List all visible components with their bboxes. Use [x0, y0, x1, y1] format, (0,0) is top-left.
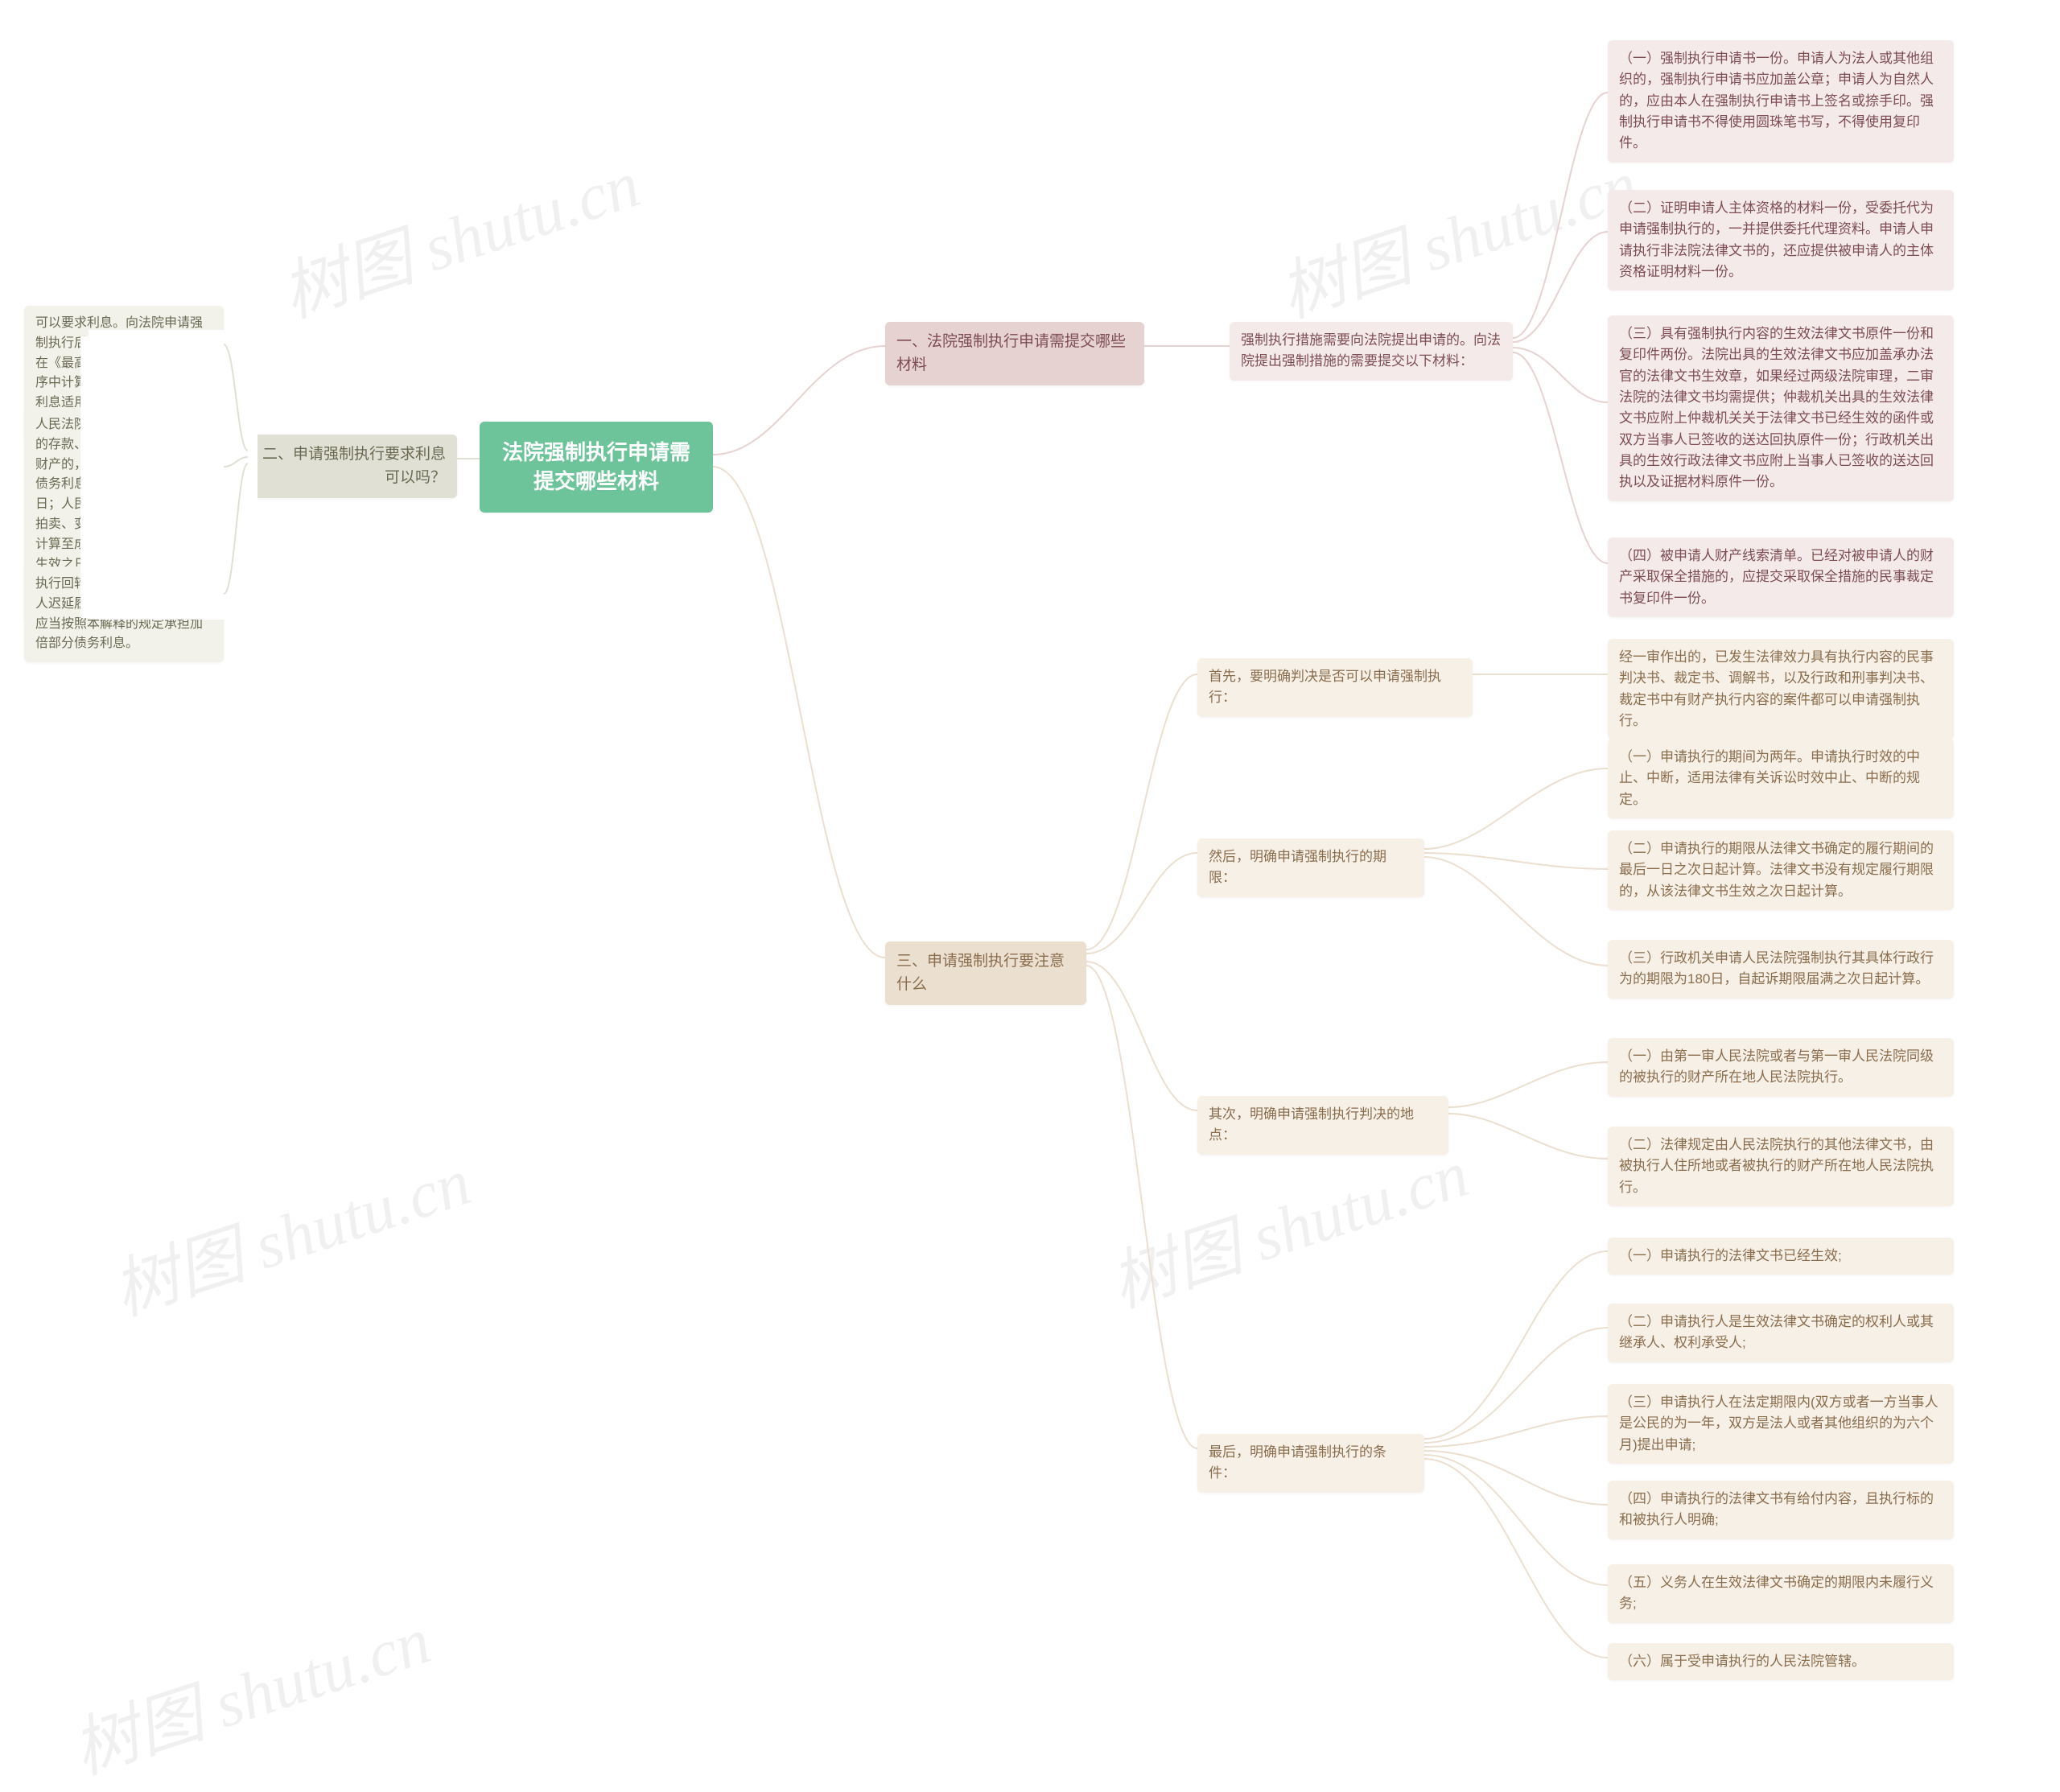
branch-a-leaf: （一）强制执行申请书一份。申请人为法人或其他组织的，强制执行申请书应加盖公章；申…: [1608, 40, 1954, 163]
branch-c-leaf: （三）行政机关申请人民法院强制执行其具体行政行为的期限为180日，自起诉期限届满…: [1608, 940, 1954, 999]
branch-c-leaf: （六）属于受申请执行的人民法院管辖。: [1608, 1643, 1954, 1680]
branch-a-leaf: （三）具有强制执行内容的生效法律文书原件一份和复印件两份。法院出具的生效法律文书…: [1608, 315, 1954, 501]
branch-c-leaf: （二）法律规定由人民法院执行的其他法律文书，由被执行人住所地或者被执行的财产所在…: [1608, 1127, 1954, 1206]
branch-a-subtitle: 强制执行措施需要向法院提出申请的。向法院提出强制措施的需要提交以下材料：: [1230, 322, 1513, 381]
branch-c-group-label: 首先，要明确判决是否可以申请强制执行：: [1197, 658, 1473, 717]
branch-c-group-label: 最后，明确申请强制执行的条件：: [1197, 1434, 1424, 1493]
branch-c-leaf: 经一审作出的，已发生法律效力具有执行内容的民事判决书、裁定书、调解书，以及行政和…: [1608, 639, 1954, 739]
branch-a-leaf: （四）被申请人财产线索清单。已经对被申请人的财产采取保全措施的，应提交采取保全措…: [1608, 538, 1954, 617]
branch-b-title: 二、申请强制执行要求利息可以吗？: [248, 435, 457, 498]
branch-c-group-label: 其次，明确申请强制执行判决的地点：: [1197, 1096, 1448, 1155]
branch-c-leaf: （四）申请执行的法律文书有给付内容，且执行标的和被执行人明确;: [1608, 1481, 1954, 1539]
branch-c-leaf: （五）义务人在生效法律文书确定的期限内未履行义务;: [1608, 1564, 1954, 1623]
branch-c-leaf: （三）申请执行人在法定期限内(双方或者一方当事人是公民的为一年，双方是法人或者其…: [1608, 1384, 1954, 1464]
branch-a-leaf: （二）证明申请人主体资格的材料一份，受委托代为申请强制执行的，一并提供委托代理资…: [1608, 190, 1954, 290]
watermark: 树图 shutu.cn: [268, 130, 649, 336]
branch-c-leaf: （一）由第一审人民法院或者与第一审人民法院同级的被执行的财产所在地人民法院执行。: [1608, 1038, 1954, 1097]
branch-c-title: 三、申请强制执行要注意什么: [885, 941, 1086, 1005]
branch-b-leaf: 执行回转程序中，原申请执行人迟延履行金钱给付义务的，应当按照本解释的规定承担加倍…: [24, 566, 224, 662]
branch-a-title: 一、法院强制执行申请需提交哪些材料: [885, 322, 1144, 385]
watermark: 树图 shutu.cn: [99, 1128, 480, 1333]
branch-c-leaf: （二）申请执行人是生效法律文书确定的权利人或其继承人、权利承受人;: [1608, 1304, 1954, 1362]
center-node: 法院强制执行申请需提交哪些材料: [480, 422, 713, 513]
branch-c-leaf: （二）申请执行的期限从法律文书确定的履行期间的最后一日之次日起计算。法律文书没有…: [1608, 830, 1954, 910]
branch-c-leaf: （一）申请执行的法律文书已经生效;: [1608, 1238, 1954, 1275]
watermark: 树图 shutu.cn: [1266, 130, 1647, 336]
watermark: 树图 shutu.cn: [59, 1587, 440, 1792]
branch-c-leaf: （一）申请执行的期间为两年。申请执行时效的中止、中断，适用法律有关诉讼时效中止、…: [1608, 739, 1954, 818]
branch-c-group-label: 然后，明确申请强制执行的期限：: [1197, 838, 1424, 897]
